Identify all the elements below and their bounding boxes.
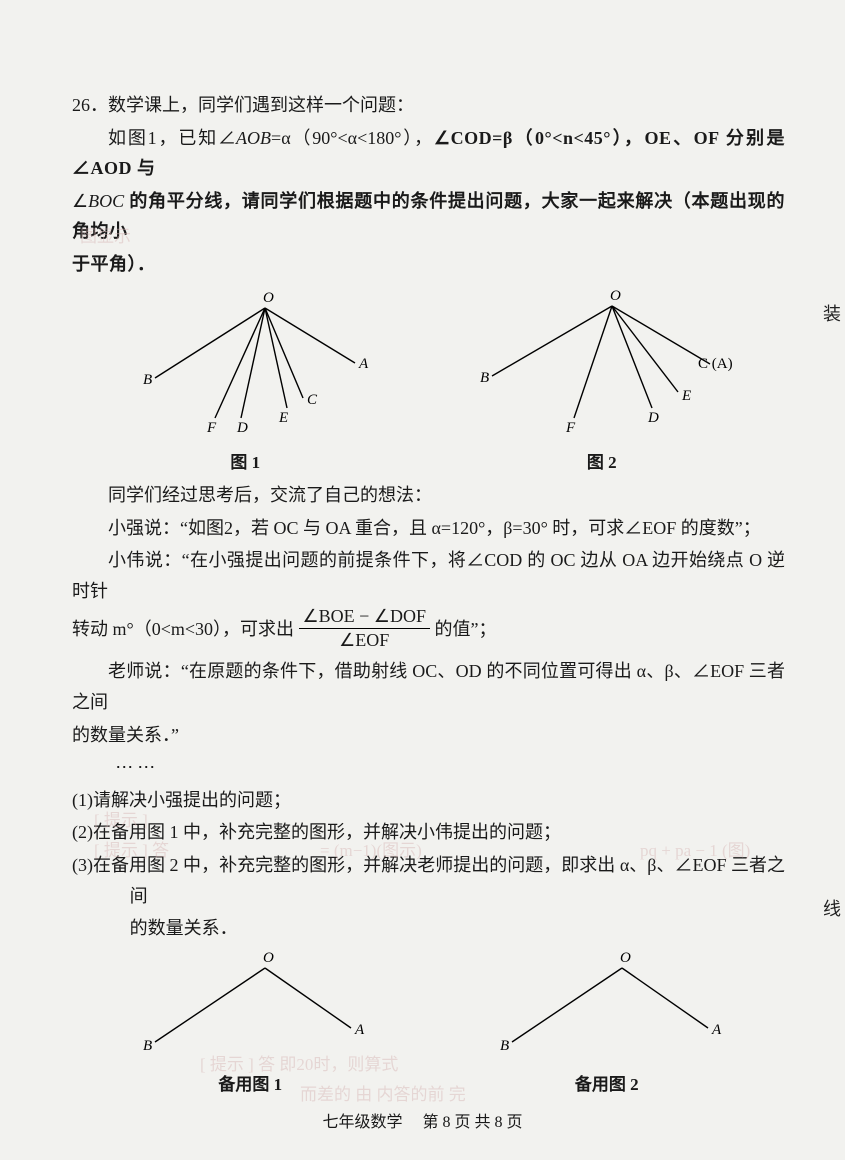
teacher-line1: 老师说：“在原题的条件下，借助射线 OC、OD 的不同位置可得出 α、β、∠EO… [72, 656, 785, 717]
ls-label: 老师说： [108, 661, 181, 681]
footer-page-number: 第 8 页 共 8 页 [423, 1114, 523, 1131]
angle-aob: AOB [236, 128, 271, 148]
xq-quote: “如图2，若 OC 与 OA 重合，且 α=120°，β=30° 时，可求∠EO… [180, 518, 761, 538]
alt-figures-row: O B A 备用图 1 O B A 备用图 2 [72, 950, 785, 1100]
label-O: O [263, 290, 274, 306]
label-A: A [711, 1022, 722, 1038]
problem-intro-line3: ∠BOC 的角平分线，请同学们根据题中的条件提出问题，大家一起来解决（本题出现的… [72, 186, 785, 247]
text-run: 如图1，已知∠ [108, 128, 236, 148]
xiaoqiang-line: 小强说：“如图2，若 OC 与 OA 重合，且 α=120°，β=30° 时，可… [72, 513, 785, 544]
angle-boc: BOC [88, 191, 124, 211]
after-figs-line1: 同学们经过思考后，交流了自己的想法： [72, 480, 785, 511]
side-margin-char: 线 [823, 895, 841, 921]
teacher-line2: 的数量关系．” [72, 720, 785, 751]
label-D: D [236, 420, 248, 436]
label-C: C [307, 392, 318, 408]
text-run: =α（90°<α<180°）， [271, 128, 434, 148]
fraction-numerator: ∠BOE − ∠DOF [299, 606, 430, 629]
figure-1-svg: O B A F D E C [115, 288, 375, 438]
figure-1: O B A F D E C 图 1 [115, 288, 375, 478]
alt-figure-1-caption: 备用图 1 [125, 1071, 375, 1100]
figure-2: O B F D E C (A) 图 2 [462, 288, 742, 478]
label-F: F [565, 420, 576, 436]
fraction-denominator: ∠EOF [299, 629, 430, 652]
xw-quote-2a: 转动 m°（0<m<30），可求出 [72, 620, 299, 640]
text-run: ∠ [72, 191, 88, 211]
task-2: (2)在备用图 1 中，补充完整的图形，并解决小伟提出的问题； [72, 817, 785, 848]
label-O: O [263, 950, 274, 966]
xw-quote-2b: 的值”； [434, 620, 496, 640]
alt-figure-1: O B A 备用图 1 [125, 950, 375, 1100]
figure-2-caption: 图 2 [462, 449, 742, 478]
problem-intro-line1: 26．数学课上，同学们遇到这样一个问题： [72, 90, 785, 121]
task-3b: 的数量关系． [72, 913, 785, 944]
handwritten-run: 的角平分线，请同学们根据题中的条件提出问题，大家一起来解决（本题出现的角均小 [72, 191, 785, 242]
xiaowei-line2: 转动 m°（0<m<30），可求出 ∠BOE − ∠DOF ∠EOF 的值”； [72, 608, 785, 654]
label-B: B [480, 370, 489, 386]
task-1: (1)请解决小强提出的问题； [72, 785, 785, 816]
alt-figure-2: O B A 备用图 2 [482, 950, 732, 1100]
page-footer: 七年级数学 第 8 页 共 8 页 [0, 1108, 845, 1132]
footer-subject: 七年级数学 [322, 1114, 402, 1131]
label-A: A [354, 1022, 365, 1038]
label-O: O [610, 288, 621, 304]
label-O: O [620, 950, 631, 966]
problem-intro-line4: 于平角）． [72, 249, 785, 280]
label-E: E [681, 388, 691, 404]
label-A: A [358, 356, 369, 372]
figure-2-svg: O B F D E C (A) [462, 288, 742, 438]
side-margin-char: 装 [823, 300, 841, 326]
label-B: B [500, 1038, 509, 1054]
fraction: ∠BOE − ∠DOF ∠EOF [299, 606, 430, 652]
alt-figure-2-svg: O B A [482, 950, 732, 1060]
intro-text-1: 数学课上，同学们遇到这样一个问题： [108, 95, 414, 115]
task-3a: (3)在备用图 2 中，补充完整的图形，并解决老师提出的问题，即求出 α、β、∠… [72, 850, 785, 911]
ellipsis-line: ⋯⋯ [115, 752, 785, 783]
problem-number: 26． [72, 95, 108, 115]
label-CA: C (A) [698, 356, 733, 372]
alt-figure-2-caption: 备用图 2 [482, 1071, 732, 1100]
label-F: F [206, 420, 217, 436]
xiaowei-line1: 小伟说：“在小强提出问题的前提条件下，将∠COD 的 OC 边从 OA 边开始绕… [72, 545, 785, 606]
problem-intro-line2: 如图1，已知∠AOB=α（90°<α<180°），∠COD=β（0°<n<45°… [72, 123, 785, 184]
xw-label: 小伟说： [108, 550, 182, 570]
label-D: D [647, 410, 659, 426]
xq-label: 小强说： [108, 518, 180, 538]
label-B: B [143, 372, 152, 388]
label-E: E [278, 410, 288, 426]
figure-1-caption: 图 1 [115, 449, 375, 478]
page-content: 26．数学课上，同学们遇到这样一个问题： 如图1，已知∠AOB=α（90°<α<… [0, 0, 845, 1142]
figures-row-1: O B A F D E C 图 1 O B F [72, 288, 785, 478]
label-B: B [143, 1038, 152, 1054]
alt-figure-1-svg: O B A [125, 950, 375, 1060]
